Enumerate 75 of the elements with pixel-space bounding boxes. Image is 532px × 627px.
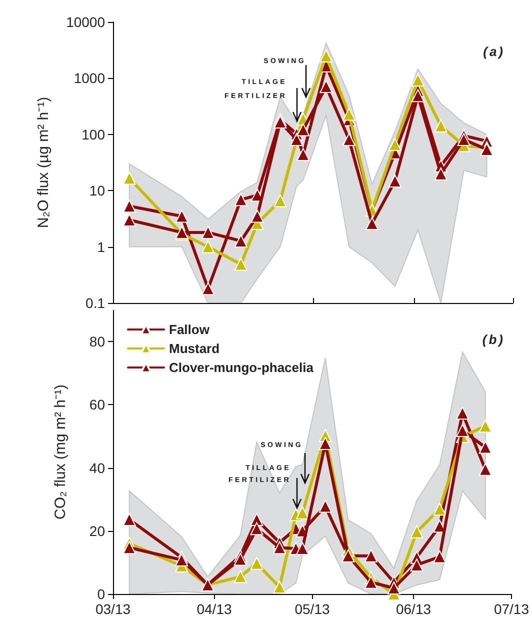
point: [342, 108, 356, 121]
point: [273, 580, 286, 594]
legend-label: Clover-mungo-phacelia: [169, 360, 314, 375]
point: [234, 234, 248, 248]
point: [296, 123, 310, 136]
point: [364, 549, 378, 562]
point: [234, 552, 247, 566]
point: [274, 194, 287, 208]
point: [175, 553, 188, 566]
point: [457, 133, 470, 146]
point: [202, 240, 215, 254]
x-tick-label: 04/13: [196, 601, 232, 617]
annotation: (a): [483, 44, 505, 59]
point: [456, 406, 469, 420]
point: [296, 148, 310, 161]
point: [434, 119, 448, 132]
point: [273, 541, 286, 554]
x-tick-label: 05/13: [294, 601, 330, 617]
y-tick-label: 0: [97, 586, 106, 602]
annotation: (b): [482, 332, 505, 347]
point: [250, 556, 264, 570]
y-tick-label: 40: [89, 460, 106, 476]
point: [387, 582, 400, 595]
point: [234, 258, 248, 271]
point: [296, 542, 309, 556]
point: [234, 193, 248, 206]
x-tick-label: 06/13: [396, 601, 432, 617]
point: [410, 525, 424, 538]
legend-label: Fallow: [169, 322, 210, 337]
y-tick-label: 10000: [66, 14, 106, 30]
point: [122, 541, 136, 554]
point: [342, 133, 356, 146]
point: [478, 440, 492, 454]
point: [175, 210, 188, 223]
y-axis-title: N₂O flux (µg m² h⁻¹): [35, 96, 52, 228]
y-tick-label: 80: [89, 334, 106, 350]
point: [202, 226, 215, 239]
point: [320, 80, 333, 94]
y-tick-label: 60: [89, 396, 106, 413]
point: [478, 462, 492, 476]
point: [478, 420, 492, 433]
point: [122, 213, 136, 226]
point: [388, 174, 402, 188]
point: [433, 550, 446, 564]
y-axis-title: CO₂ flux (mg m² h⁻¹): [52, 384, 69, 520]
point: [296, 506, 309, 520]
point: [364, 576, 378, 589]
point: [434, 167, 448, 180]
point: [388, 138, 402, 152]
point: [202, 282, 215, 296]
point: [411, 73, 424, 86]
y-tick-label: 0.1: [86, 295, 106, 311]
x-tick-label: 03/13: [95, 601, 131, 617]
legend-label: Mustard: [169, 341, 220, 356]
point: [274, 116, 287, 129]
point: [122, 200, 136, 213]
y-tick-label: 1: [97, 238, 106, 255]
y-tick-label: 1000: [74, 70, 106, 86]
point: [250, 210, 264, 223]
point: [234, 570, 247, 584]
x-tick-label: 07/13: [494, 601, 530, 617]
y-tick-label: 20: [89, 522, 106, 539]
point: [320, 50, 333, 63]
y-tick-label: 100: [82, 126, 106, 142]
point: [410, 558, 424, 572]
point: [122, 513, 136, 526]
point: [366, 216, 379, 230]
y-tick-label: 10: [89, 182, 106, 199]
point: [318, 436, 332, 450]
point: [411, 89, 424, 102]
point: [250, 522, 264, 536]
point: [318, 500, 332, 513]
point: [456, 424, 469, 438]
point: [122, 172, 136, 185]
point: [433, 502, 446, 516]
